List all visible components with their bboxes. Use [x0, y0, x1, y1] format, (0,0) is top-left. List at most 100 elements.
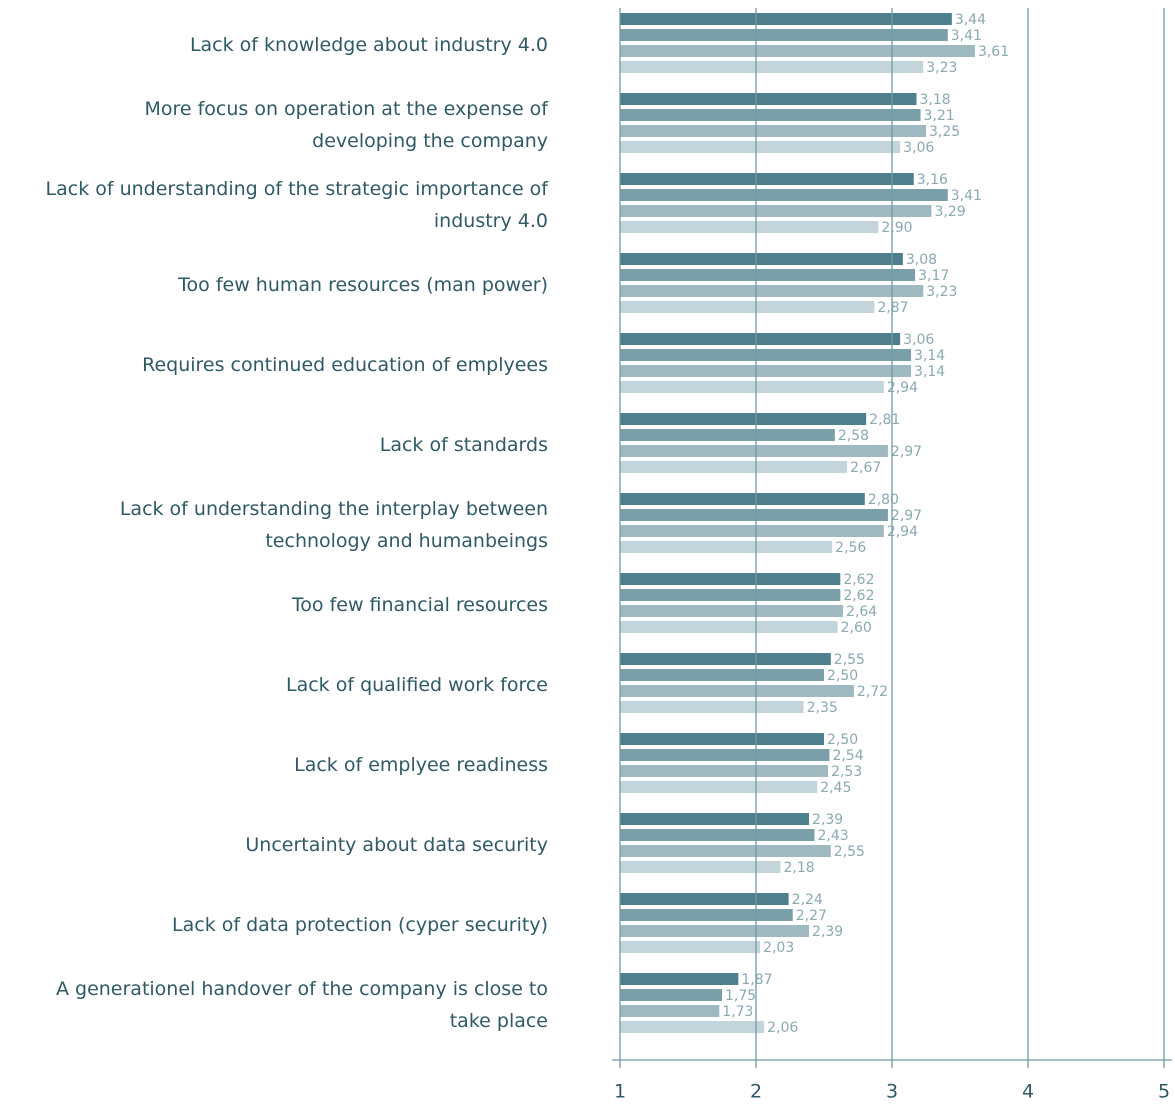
value-label: 2,58: [838, 428, 869, 444]
value-label: 3,14: [914, 364, 945, 380]
value-label: 2,56: [835, 540, 866, 556]
category-label: Lack of knowledge about industry 4.0: [190, 34, 548, 56]
category-label: Uncertainty about data security: [245, 834, 548, 856]
value-label: 2,39: [812, 924, 843, 940]
bar: [620, 813, 810, 825]
value-label: 2,87: [877, 300, 908, 316]
bar: [620, 669, 824, 681]
bar: [620, 781, 818, 793]
bar: [620, 749, 830, 761]
value-label: 2,72: [857, 684, 888, 700]
bar: [620, 829, 815, 841]
bar: [620, 493, 865, 505]
value-label: 2,67: [850, 460, 881, 476]
value-label: 3,17: [918, 268, 949, 284]
bar: [620, 333, 901, 345]
value-label: 2,35: [807, 700, 838, 716]
bar: [620, 173, 914, 185]
value-label: 3,41: [951, 188, 982, 204]
bar: [620, 141, 901, 153]
bar: [620, 541, 833, 553]
value-label: 3,25: [929, 124, 960, 140]
bar: [620, 509, 888, 521]
bar: [620, 589, 841, 601]
value-label: 3,06: [903, 332, 934, 348]
bar: [620, 253, 903, 265]
value-label: 2,90: [881, 220, 912, 236]
value-label: 2,43: [817, 828, 848, 844]
value-label: 2,03: [763, 940, 794, 956]
value-label: 2,62: [843, 572, 874, 588]
value-label: 3,21: [924, 108, 955, 124]
category-label: A generationel handover of the company i…: [56, 978, 548, 1032]
bar: [620, 845, 831, 857]
bar: [620, 413, 867, 425]
value-label: 3,06: [903, 140, 934, 156]
bar: [620, 573, 841, 585]
value-label: 2,97: [891, 444, 922, 460]
x-tick-label: 1: [614, 1081, 626, 1103]
category-label: Lack of standards: [380, 434, 548, 456]
bar: [620, 925, 810, 937]
value-label: 2,45: [820, 780, 851, 796]
bar: [620, 205, 932, 217]
bar: [620, 285, 924, 297]
bar: [620, 349, 912, 361]
value-label: 2,54: [832, 748, 863, 764]
category-label: More focus on operation at the expense o…: [144, 98, 549, 152]
bar: [620, 621, 838, 633]
value-label: 2,94: [887, 380, 918, 396]
value-label: 2,06: [767, 1020, 798, 1036]
value-label: 3,08: [906, 252, 937, 268]
bar: [620, 989, 722, 1001]
value-label: 3,23: [926, 60, 957, 76]
bar: [620, 125, 926, 137]
category-label: Lack of emplyee readiness: [294, 754, 548, 776]
category-label: Too few human resources (man power): [177, 274, 548, 296]
category-label: Too few financial resources: [291, 594, 548, 616]
bar: [620, 861, 781, 873]
value-label: 1,73: [722, 1004, 753, 1020]
value-label: 2,39: [812, 812, 843, 828]
bar: [620, 893, 789, 905]
bar: [620, 1021, 765, 1033]
bar: [620, 525, 884, 537]
value-label: 3,18: [919, 92, 950, 108]
value-label: 2,50: [827, 732, 858, 748]
value-label: 3,44: [955, 12, 986, 28]
category-label: Lack of understanding of the strategic i…: [46, 178, 550, 232]
value-label: 3,16: [917, 172, 948, 188]
x-tick-label: 5: [1158, 1081, 1170, 1103]
value-label: 2,53: [831, 764, 862, 780]
bar: [620, 733, 824, 745]
x-tick-label: 4: [1022, 1081, 1034, 1103]
value-label: 2,50: [827, 668, 858, 684]
value-label: 2,24: [792, 892, 823, 908]
value-label: 2,97: [891, 508, 922, 524]
value-label: 2,81: [869, 412, 900, 428]
bar: [620, 109, 921, 121]
bar: [620, 13, 952, 25]
value-label: 1,87: [741, 972, 772, 988]
value-label: 3,14: [914, 348, 945, 364]
value-label: 1,75: [725, 988, 756, 1004]
x-tick-label: 2: [750, 1081, 762, 1103]
value-label: 3,61: [978, 44, 1009, 60]
category-label: Lack of data protection (cyper security): [172, 914, 548, 936]
bar: [620, 269, 916, 281]
bar: [620, 45, 975, 57]
bar: [620, 605, 844, 617]
bar: [620, 301, 875, 313]
bar: [620, 973, 739, 985]
x-tick-label: 3: [886, 1081, 898, 1103]
value-label: 3,23: [926, 284, 957, 300]
bar: [620, 461, 848, 473]
value-label: 2,94: [887, 524, 918, 540]
bar: [620, 61, 924, 73]
bar: [620, 445, 888, 457]
bar: [620, 685, 854, 697]
value-label: 2,55: [834, 652, 865, 668]
bar: [620, 29, 948, 41]
bar: [620, 189, 948, 201]
